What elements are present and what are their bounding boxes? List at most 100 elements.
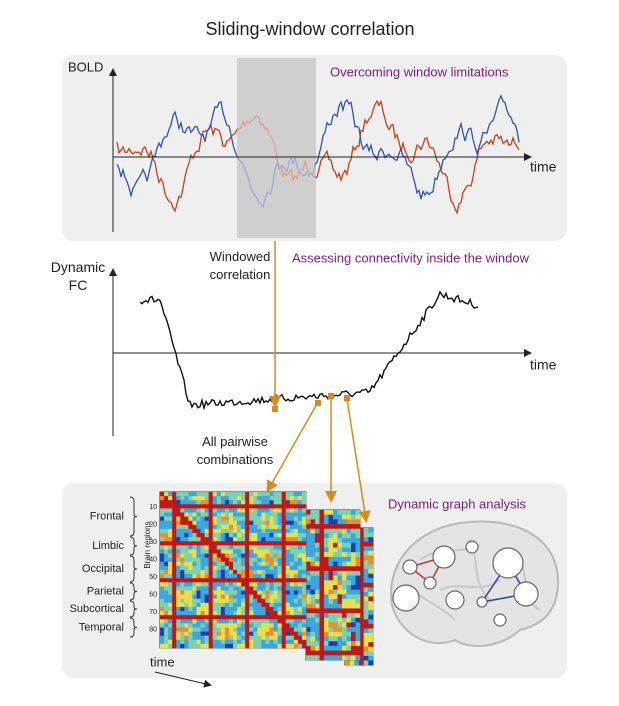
cell bbox=[261, 557, 266, 563]
cell bbox=[273, 512, 278, 517]
cell bbox=[172, 504, 177, 509]
cell bbox=[351, 627, 356, 633]
region-label: Occipital bbox=[82, 563, 124, 575]
cell bbox=[245, 602, 250, 608]
matrix bbox=[305, 509, 361, 661]
cell bbox=[324, 547, 329, 553]
cell bbox=[301, 565, 307, 571]
cell bbox=[253, 643, 258, 649]
cell bbox=[289, 541, 295, 546]
cell bbox=[176, 582, 181, 587]
cell bbox=[220, 545, 226, 550]
cell bbox=[245, 549, 250, 554]
cell bbox=[192, 496, 197, 501]
cell bbox=[265, 598, 270, 604]
cell bbox=[265, 492, 270, 497]
cell bbox=[355, 570, 361, 576]
cell bbox=[176, 545, 181, 550]
cell bbox=[224, 520, 230, 526]
cell bbox=[363, 532, 369, 538]
cell bbox=[297, 611, 303, 616]
region-label: Parietal bbox=[87, 585, 124, 597]
cell bbox=[192, 537, 197, 542]
cell bbox=[192, 582, 197, 587]
cell bbox=[204, 561, 209, 567]
cell bbox=[337, 650, 343, 656]
cell bbox=[192, 631, 197, 636]
cell bbox=[333, 580, 338, 586]
cell bbox=[253, 602, 258, 608]
cell bbox=[245, 639, 250, 645]
cell bbox=[273, 557, 278, 563]
cell bbox=[297, 639, 303, 645]
cell bbox=[355, 533, 361, 539]
cell bbox=[285, 504, 291, 509]
cell bbox=[333, 519, 338, 525]
signal bbox=[116, 100, 240, 199]
cell bbox=[160, 524, 165, 530]
cell bbox=[337, 547, 343, 553]
cell bbox=[237, 504, 242, 509]
cell bbox=[180, 541, 185, 546]
cell bbox=[328, 627, 334, 633]
cell bbox=[241, 611, 246, 616]
cell bbox=[368, 614, 374, 620]
cell bbox=[359, 601, 364, 606]
signal bbox=[314, 99, 520, 215]
cell bbox=[265, 549, 270, 554]
cell bbox=[228, 520, 234, 526]
cell bbox=[184, 619, 189, 624]
cell bbox=[228, 557, 234, 563]
cell bbox=[346, 631, 352, 637]
brace bbox=[129, 555, 138, 583]
cell bbox=[351, 603, 356, 609]
cell bbox=[188, 623, 193, 628]
cell bbox=[363, 573, 369, 579]
cell bbox=[293, 578, 299, 583]
cell bbox=[253, 524, 258, 530]
cell bbox=[241, 520, 246, 526]
cell bbox=[319, 650, 325, 656]
cell bbox=[208, 590, 214, 595]
cell bbox=[164, 528, 169, 534]
cell bbox=[204, 619, 209, 624]
cell bbox=[253, 504, 258, 509]
cell bbox=[216, 639, 222, 645]
cell bbox=[293, 545, 299, 550]
cell bbox=[301, 619, 307, 624]
cell bbox=[285, 508, 291, 513]
brace bbox=[129, 600, 138, 618]
cell bbox=[269, 541, 274, 546]
cell bbox=[273, 508, 278, 513]
brain bbox=[390, 520, 560, 647]
tick-label: 20 bbox=[149, 521, 157, 528]
cell bbox=[224, 504, 230, 509]
cell bbox=[208, 565, 214, 571]
cell bbox=[245, 606, 250, 612]
cell bbox=[212, 619, 218, 624]
pairwise-label: All pairwise combinations bbox=[197, 434, 274, 467]
cell bbox=[241, 553, 246, 558]
cell bbox=[196, 496, 201, 501]
cell bbox=[249, 606, 254, 612]
cell bbox=[228, 639, 234, 645]
cell bbox=[164, 557, 169, 563]
cell bbox=[184, 586, 189, 591]
cell bbox=[293, 598, 299, 604]
cell bbox=[220, 574, 226, 579]
cell bbox=[160, 504, 165, 509]
cell bbox=[233, 578, 238, 583]
cell bbox=[224, 635, 230, 641]
cell bbox=[212, 639, 218, 645]
cell bbox=[224, 561, 230, 567]
cell bbox=[265, 520, 270, 526]
cell bbox=[204, 520, 209, 526]
cell bbox=[301, 549, 307, 554]
cell bbox=[204, 606, 209, 612]
cell bbox=[257, 549, 262, 554]
heading: Dynamic graph analysis bbox=[388, 496, 527, 511]
cell bbox=[196, 533, 201, 538]
cell bbox=[196, 639, 201, 645]
cell bbox=[328, 631, 334, 637]
brace bbox=[129, 582, 138, 601]
